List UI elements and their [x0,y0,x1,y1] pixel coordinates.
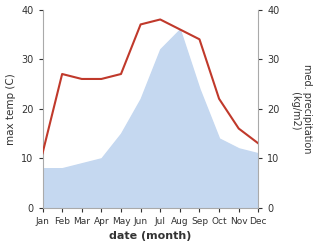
Y-axis label: max temp (C): max temp (C) [5,73,16,144]
X-axis label: date (month): date (month) [109,231,192,242]
Y-axis label: med. precipitation
 (kg/m2): med. precipitation (kg/m2) [291,64,313,153]
